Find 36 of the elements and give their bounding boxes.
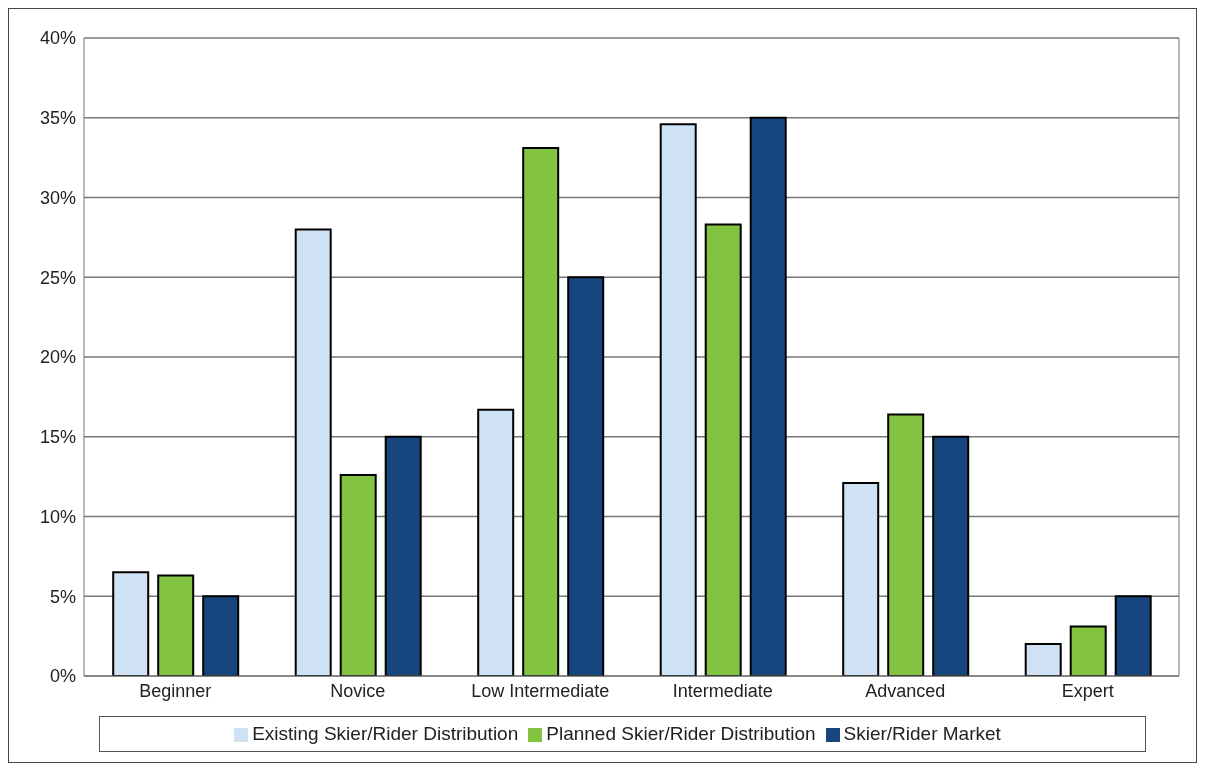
bar xyxy=(384,435,422,676)
bar xyxy=(294,228,332,676)
x-tick-label: Low Intermediate xyxy=(471,680,610,701)
y-tick-label: 10% xyxy=(39,506,76,527)
bar xyxy=(842,482,880,676)
bar xyxy=(659,123,697,676)
bar xyxy=(477,408,515,676)
bar xyxy=(1114,595,1152,676)
legend-label: Planned Skier/Rider Distribution xyxy=(546,723,816,744)
y-tick-label: 35% xyxy=(39,108,76,129)
y-tick-label: 25% xyxy=(39,267,76,288)
y-tick-label: 30% xyxy=(39,187,76,208)
y-tick-label: 40% xyxy=(39,28,76,49)
y-tick-label: 20% xyxy=(39,347,76,368)
legend-label: Skier/Rider Market xyxy=(843,723,1001,744)
x-tick-label: Expert xyxy=(1061,680,1114,701)
bar xyxy=(112,571,150,676)
bar xyxy=(1024,643,1062,676)
bar xyxy=(522,147,560,676)
x-tick-label: Beginner xyxy=(139,680,212,701)
y-tick-label: 0% xyxy=(49,666,76,687)
y-tick-label: 15% xyxy=(39,427,76,448)
x-tick-label: Advanced xyxy=(865,680,946,701)
bar xyxy=(887,413,925,676)
bar xyxy=(202,595,240,676)
bar xyxy=(567,276,605,676)
x-tick-label: Novice xyxy=(330,680,386,701)
bar xyxy=(339,474,377,676)
bar xyxy=(157,574,195,676)
bar xyxy=(932,435,970,676)
legend-label: Existing Skier/Rider Distribution xyxy=(252,723,519,744)
bar xyxy=(749,116,787,676)
bar xyxy=(704,223,742,676)
y-tick-label: 5% xyxy=(49,586,76,607)
x-tick-label: Intermediate xyxy=(672,680,773,701)
bar xyxy=(1069,625,1107,676)
